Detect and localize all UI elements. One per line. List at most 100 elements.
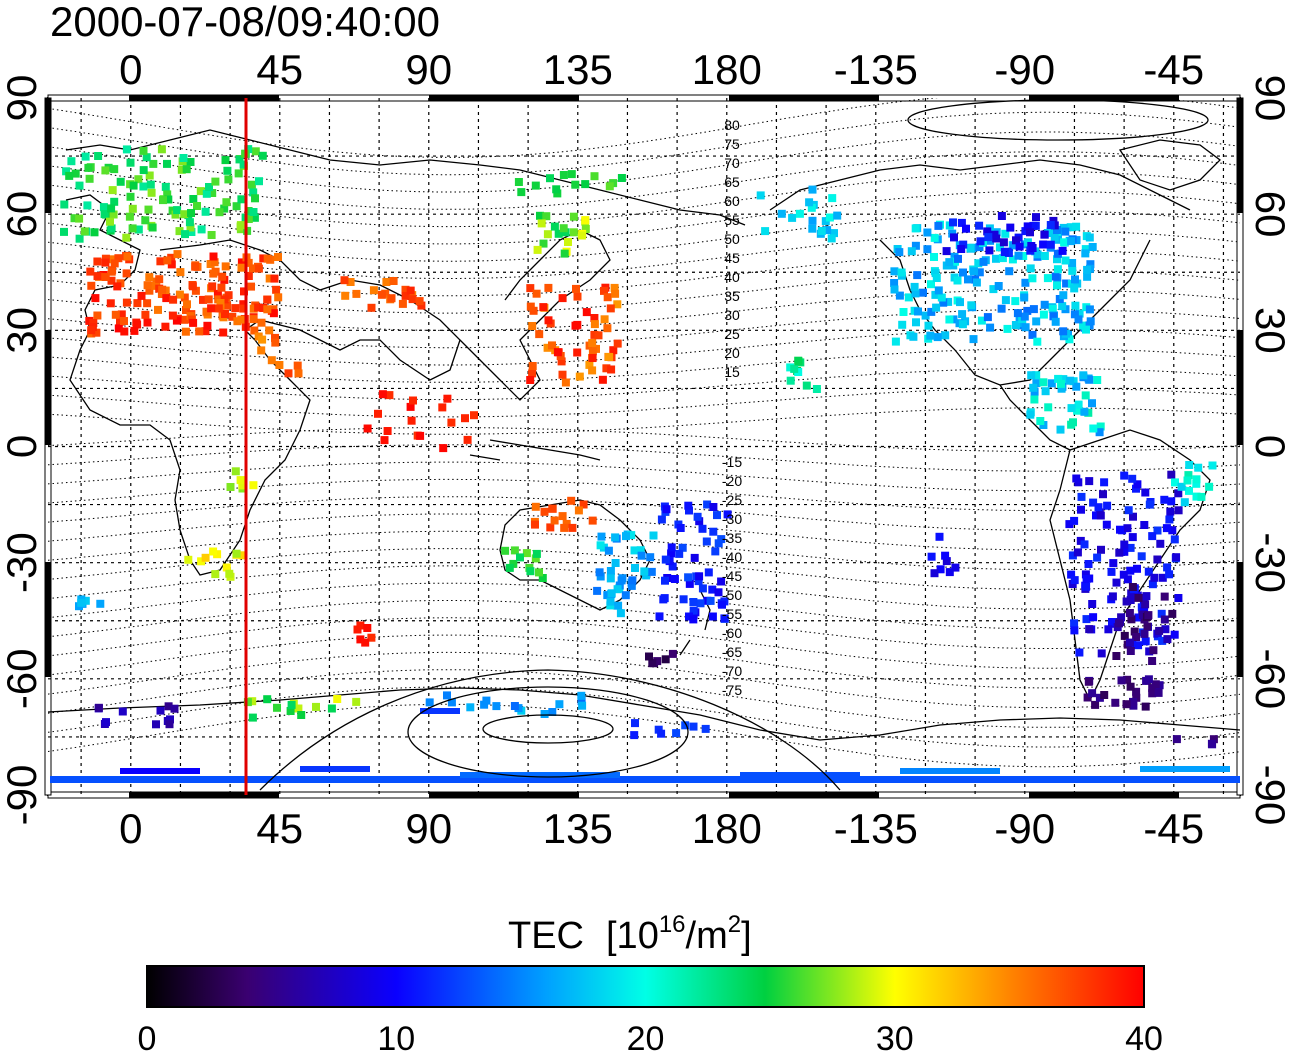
tec-cell — [1194, 463, 1203, 472]
tec-cell — [270, 274, 279, 283]
tec-cell — [526, 284, 535, 293]
tec-cell — [183, 300, 191, 309]
tec-cell — [1072, 382, 1081, 391]
tec-band — [900, 768, 1000, 774]
tec-cell — [1127, 615, 1136, 624]
tec-cell — [1081, 245, 1090, 254]
tec-cell — [1111, 698, 1120, 707]
tec-cell — [1095, 693, 1104, 702]
tec-cell — [590, 314, 599, 322]
tec-cell — [990, 230, 999, 239]
tec-cell — [1091, 700, 1100, 709]
tec-cell — [492, 702, 501, 711]
tec-cell — [294, 704, 303, 713]
tec-cell — [232, 549, 241, 558]
tec-cell — [805, 198, 814, 207]
contour-label: 20 — [724, 345, 740, 361]
tec-cell — [628, 576, 637, 585]
tec-cell — [1134, 593, 1143, 602]
tec-band — [740, 772, 860, 778]
latitude-tick-label: -30 — [0, 532, 45, 593]
tec-cell — [1132, 687, 1141, 696]
tec-cell — [581, 180, 590, 189]
tec-cell — [193, 202, 201, 210]
tec-cell — [617, 174, 626, 182]
tec-cell — [1165, 570, 1174, 579]
tec-cell — [522, 549, 531, 558]
tec-cell — [945, 258, 954, 267]
tec-cell — [590, 320, 599, 329]
tec-cell — [986, 323, 995, 332]
tec-band — [120, 768, 200, 774]
tec-cell — [1192, 475, 1201, 484]
tec-cell — [139, 166, 148, 175]
tec-cell — [439, 444, 448, 453]
tec-cell — [93, 272, 102, 281]
tec-cell — [208, 189, 217, 197]
tec-cell — [603, 324, 612, 333]
tec-cell — [184, 555, 193, 564]
tec-cell — [1088, 689, 1097, 698]
tec-cell — [249, 208, 258, 216]
tec-cell — [1011, 321, 1020, 329]
tec-cell — [1046, 240, 1055, 249]
tec-cell — [238, 481, 247, 490]
tec-cell — [147, 188, 156, 197]
longitude-tick-label: -45 — [1143, 805, 1204, 852]
tec-cell — [540, 710, 549, 718]
tec-cell — [1128, 533, 1137, 542]
tec-cell — [1039, 310, 1048, 319]
tec-cell — [156, 706, 165, 715]
tec-cell — [979, 257, 988, 266]
tec-cell — [621, 591, 630, 600]
tec-cell — [1185, 461, 1194, 469]
tec-cell — [1054, 374, 1063, 383]
tec-cell — [1050, 233, 1059, 242]
contour-label: -55 — [722, 606, 742, 622]
tec-cell — [106, 299, 115, 308]
tec-cell — [560, 249, 569, 258]
contour-label: 15 — [724, 364, 740, 380]
tec-cell — [708, 612, 717, 621]
tec-cell — [1085, 477, 1094, 486]
tec-cell — [240, 287, 248, 296]
tec-cell — [163, 256, 172, 265]
tec-cell — [1053, 255, 1061, 264]
tec-cell — [1141, 488, 1150, 497]
tec-cell — [222, 563, 231, 572]
tec-cell — [1170, 535, 1179, 544]
tec-cell — [254, 303, 263, 312]
tec-cell — [129, 181, 138, 190]
tec-cell — [995, 243, 1004, 252]
tec-cell — [983, 227, 992, 236]
tec-cell — [149, 159, 158, 168]
tec-cell — [75, 181, 84, 190]
tec-cell — [85, 174, 94, 183]
tec-cell — [221, 156, 230, 165]
tec-cell — [1053, 281, 1061, 290]
tec-cell — [1132, 484, 1140, 493]
tec-cell — [985, 246, 994, 255]
tec-cell — [1167, 470, 1176, 479]
tec-cell — [581, 225, 590, 233]
longitude-tick-label: 180 — [692, 805, 762, 852]
tec-cell — [891, 337, 900, 346]
tec-cell — [670, 575, 679, 583]
tec-cell — [1134, 641, 1143, 650]
tec-cell — [137, 291, 146, 300]
contour-label: -65 — [722, 644, 742, 660]
tec-cell — [1057, 379, 1065, 388]
tec-cell — [830, 229, 838, 238]
tec-cell — [828, 194, 837, 203]
tec-cell — [662, 505, 671, 514]
tec-cell — [930, 233, 939, 242]
tec-cell — [695, 572, 704, 581]
tec-cell — [1079, 371, 1088, 380]
tec-cell — [1162, 524, 1171, 533]
tec-cell — [577, 697, 586, 705]
tec-cell — [114, 324, 123, 333]
tec-cell — [205, 183, 213, 191]
tec-cell — [181, 230, 189, 239]
tec-cell — [546, 523, 555, 532]
tec-cell — [1163, 563, 1172, 572]
